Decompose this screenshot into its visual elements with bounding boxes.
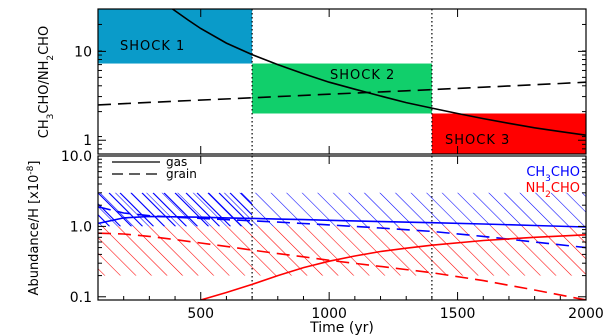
hatch-line xyxy=(0,193,22,227)
hatch-line xyxy=(108,192,143,227)
hatch-line xyxy=(163,192,198,227)
observed-band-2 xyxy=(98,226,586,276)
ratio-panel: SHOCK 1 SHOCK 2 SHOCK 3 1 10 CH3CHO/NH2CHO xyxy=(37,8,587,155)
x-ticks: 500 1000 1500 2000 xyxy=(123,9,604,322)
legend-label-gas: gas xyxy=(166,155,187,169)
shock-label-3: SHOCK 3 xyxy=(445,133,510,148)
shock-boundaries xyxy=(251,9,433,154)
hatch-line xyxy=(152,192,187,227)
legend-species-1: CH3CHO xyxy=(526,165,580,184)
x-axis-label: Time (yr) xyxy=(309,320,374,336)
shock-regions xyxy=(98,9,586,154)
xtick-label: 500 xyxy=(187,306,214,322)
legend-label-grain: grain xyxy=(166,167,197,181)
bottom-y-ticks: 0.1 1.0 10.0 xyxy=(61,149,586,306)
hatch-line xyxy=(240,192,253,205)
ratio-line-dashed xyxy=(98,81,586,106)
bottom-y-axis-label: Abundance/H [x10-8] xyxy=(26,161,42,296)
shock-label-2: SHOCK 2 xyxy=(330,68,395,83)
shock-label-1: SHOCK 1 xyxy=(120,39,185,54)
bottom-ytick-label: 1.0 xyxy=(70,219,92,235)
legend-species-2: NH2CHO xyxy=(526,181,580,200)
shock-labels: SHOCK 1 SHOCK 2 SHOCK 3 xyxy=(120,39,510,148)
top-plot-frame xyxy=(97,8,587,155)
top-y-ticks: 1 10 xyxy=(74,23,586,155)
top-y-axis-label: CH3CHO/NH2CHO xyxy=(37,26,56,138)
ch3cho-grain-line xyxy=(98,206,586,249)
xtick-label: 2000 xyxy=(568,306,604,322)
xtick-label: 1000 xyxy=(311,306,347,322)
nh2cho-grain-line xyxy=(98,232,586,300)
hatch-line xyxy=(130,192,165,227)
observed-band-overlay xyxy=(0,192,253,227)
nh2cho-gas-line xyxy=(200,234,586,300)
shock-boundaries-bottom xyxy=(251,156,433,300)
top-ytick-label: 10 xyxy=(74,44,92,60)
hatch-line xyxy=(98,203,121,227)
bottom-plot-frame xyxy=(97,155,587,301)
abundance-curves xyxy=(98,206,586,300)
hatch-line xyxy=(174,192,209,227)
hatch-line xyxy=(207,192,242,227)
top-ytick-label: 1 xyxy=(83,133,92,149)
bottom-ytick-label: 10.0 xyxy=(61,149,92,165)
hatch-line xyxy=(141,192,176,227)
ratio-curves xyxy=(98,9,586,136)
observed-ranges xyxy=(0,192,586,276)
hatch-line xyxy=(98,192,132,227)
hatch-line xyxy=(196,192,231,227)
bottom-ytick-label: 0.1 xyxy=(70,290,92,306)
shock-region-2 xyxy=(252,63,432,114)
hatch-line xyxy=(119,192,154,227)
hatch-line xyxy=(98,214,110,227)
xtick-label: 1500 xyxy=(440,306,476,322)
hatch-line xyxy=(185,192,220,227)
hatch-line xyxy=(229,192,253,216)
hatch-line xyxy=(0,193,11,227)
shock-region-1 xyxy=(98,9,253,64)
